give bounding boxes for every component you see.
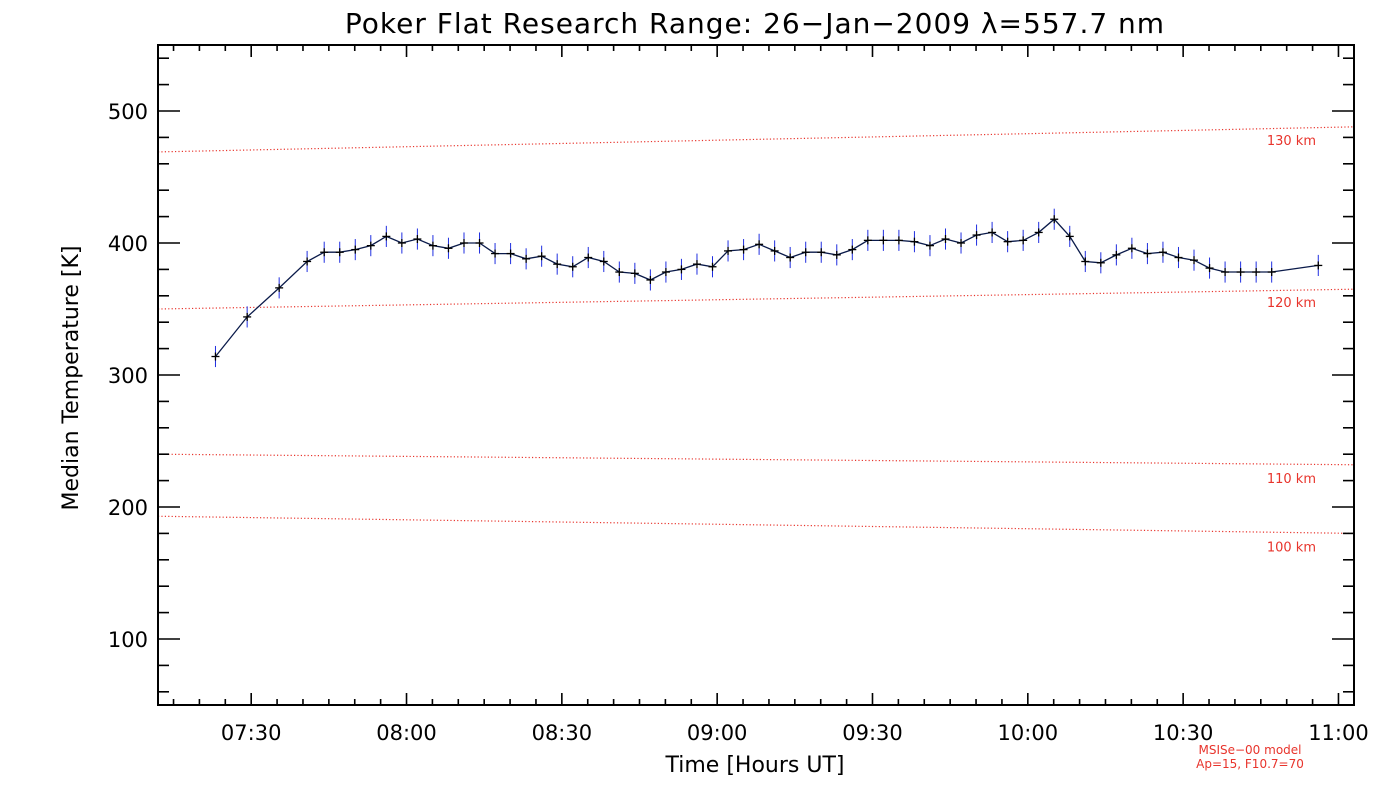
- reference-curve-100-km: [157, 515, 1355, 534]
- chart-title: Poker Flat Research Range: 26−Jan−2009 λ…: [345, 7, 1165, 40]
- data-point: [459, 239, 468, 247]
- data-point: [1034, 228, 1043, 237]
- data-point: [568, 262, 577, 271]
- data-point: [243, 312, 252, 321]
- data-point: [1267, 268, 1276, 277]
- plot-frame: [157, 44, 1355, 706]
- data-point: [755, 240, 764, 249]
- data-point: [303, 257, 312, 266]
- data-point: [1158, 248, 1167, 257]
- data-point: [275, 283, 284, 292]
- x-tick-label: 07:30: [221, 721, 282, 745]
- reference-curve-130-km: [157, 126, 1355, 153]
- data-point: [770, 246, 779, 255]
- data-point: [692, 260, 701, 269]
- reference-curve-120-km: [157, 288, 1355, 310]
- data-point: [382, 232, 391, 241]
- data-point: [879, 236, 888, 245]
- y-tick-label: 500: [108, 100, 148, 124]
- data-point: [630, 269, 639, 278]
- data-point: [599, 257, 608, 266]
- data-point: [739, 245, 748, 254]
- data-series: [211, 208, 1323, 368]
- data-point: [661, 268, 670, 277]
- data-point: [413, 235, 422, 244]
- data-point: [1143, 249, 1152, 258]
- data-point: [724, 246, 733, 255]
- data-point: [894, 236, 903, 245]
- reference-label-120-km: 120 km: [1267, 296, 1316, 311]
- data-point: [1112, 250, 1121, 259]
- y-tick-label: 300: [108, 364, 148, 388]
- reference-label-130-km: 130 km: [1267, 134, 1316, 149]
- reference-curve-110-km: [157, 453, 1355, 466]
- data-point: [584, 253, 593, 262]
- data-point: [1221, 268, 1230, 277]
- data-point: [957, 239, 966, 247]
- data-point: [972, 231, 981, 240]
- data-point: [786, 253, 795, 262]
- data-point: [320, 248, 329, 257]
- data-point: [925, 241, 934, 250]
- data-point: [1174, 253, 1183, 262]
- x-axis-label: Time [Hours UT]: [665, 753, 845, 778]
- axes: 07:30 08:00 08:30 09:00 09:30 10:00 10:30 11:00…: [108, 44, 1369, 745]
- data-point: [1019, 236, 1028, 245]
- reference-label-100-km: 100 km: [1267, 540, 1316, 555]
- y-tick-label: 200: [108, 496, 148, 520]
- data-point: [537, 252, 546, 261]
- data-point: [941, 235, 950, 244]
- data-point: [397, 239, 406, 247]
- x-tick-label: 08:30: [532, 721, 593, 745]
- y-axis-label: Median Temperature [K]: [59, 246, 84, 511]
- data-point: [428, 241, 437, 250]
- data-point: [910, 237, 919, 246]
- data-point: [522, 254, 531, 263]
- data-point: [1050, 215, 1059, 224]
- data-point: [211, 352, 220, 361]
- model-annotation: MSISe−00 model: [1198, 743, 1301, 757]
- data-point: [817, 248, 826, 257]
- x-tick-label: 09:00: [687, 721, 748, 745]
- data-point: [491, 249, 500, 258]
- data-point: [475, 239, 484, 247]
- y-tick-label: 100: [108, 628, 148, 652]
- data-point: [1096, 258, 1105, 267]
- x-tick-label: 10:00: [998, 721, 1059, 745]
- data-point: [506, 249, 515, 258]
- model-parameters-annotation: Ap=15, F10.7=70: [1196, 757, 1304, 771]
- data-point: [1190, 256, 1199, 265]
- data-point: [335, 248, 344, 257]
- data-point: [1065, 232, 1074, 241]
- data-point: [1314, 261, 1323, 270]
- x-tick-label: 10:30: [1153, 721, 1214, 745]
- x-tick-label: 08:00: [376, 721, 437, 745]
- y-tick-label: 400: [108, 232, 148, 256]
- data-point: [1081, 257, 1090, 266]
- data-point: [1236, 268, 1245, 277]
- data-point: [1205, 264, 1214, 273]
- data-point: [677, 265, 686, 274]
- data-point: [848, 245, 857, 254]
- data-point: [444, 244, 453, 253]
- data-point: [988, 228, 997, 237]
- data-point: [708, 262, 717, 271]
- data-point: [1127, 244, 1136, 253]
- x-tick-label: 09:30: [842, 721, 903, 745]
- data-point: [801, 248, 810, 257]
- series-line: [214, 218, 1319, 357]
- data-point: [863, 236, 872, 245]
- reference-label-110-km: 110 km: [1267, 472, 1316, 487]
- data-point: [615, 268, 624, 277]
- data-point: [1003, 237, 1012, 246]
- x-tick-label: 11:00: [1308, 721, 1369, 745]
- model-reference-curves: 130 km 120 km 110 km 100 km: [157, 126, 1355, 555]
- data-point: [646, 275, 655, 284]
- data-point: [1252, 268, 1261, 277]
- data-point: [366, 241, 375, 250]
- data-point: [832, 250, 841, 259]
- data-point: [553, 260, 562, 269]
- data-point: [351, 245, 360, 254]
